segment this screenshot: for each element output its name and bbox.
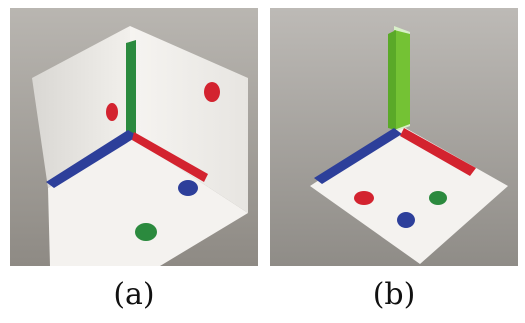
green-axis — [126, 40, 136, 140]
green-post-side — [388, 30, 396, 130]
photo-panel-a — [10, 8, 258, 266]
red-dot-right — [204, 82, 220, 102]
three-plane-corner-photo — [10, 8, 258, 266]
blue-axis — [314, 128, 402, 184]
red-axis — [132, 132, 208, 182]
green-post — [394, 30, 410, 130]
blue-axis — [46, 130, 138, 188]
post-on-plane-photo — [270, 8, 518, 266]
red-dot — [354, 191, 374, 205]
caption-b: (b) — [372, 277, 416, 312]
red-dot-left — [106, 103, 118, 121]
right-wall-plane — [130, 26, 248, 213]
photo-panel-b — [270, 8, 518, 266]
caption-a: (a) — [113, 277, 155, 312]
blue-dot — [397, 212, 415, 228]
green-dot — [429, 191, 447, 205]
red-axis — [400, 128, 476, 176]
green-dot — [135, 223, 157, 241]
blue-dot — [178, 180, 198, 196]
floor-plane — [48, 136, 248, 266]
